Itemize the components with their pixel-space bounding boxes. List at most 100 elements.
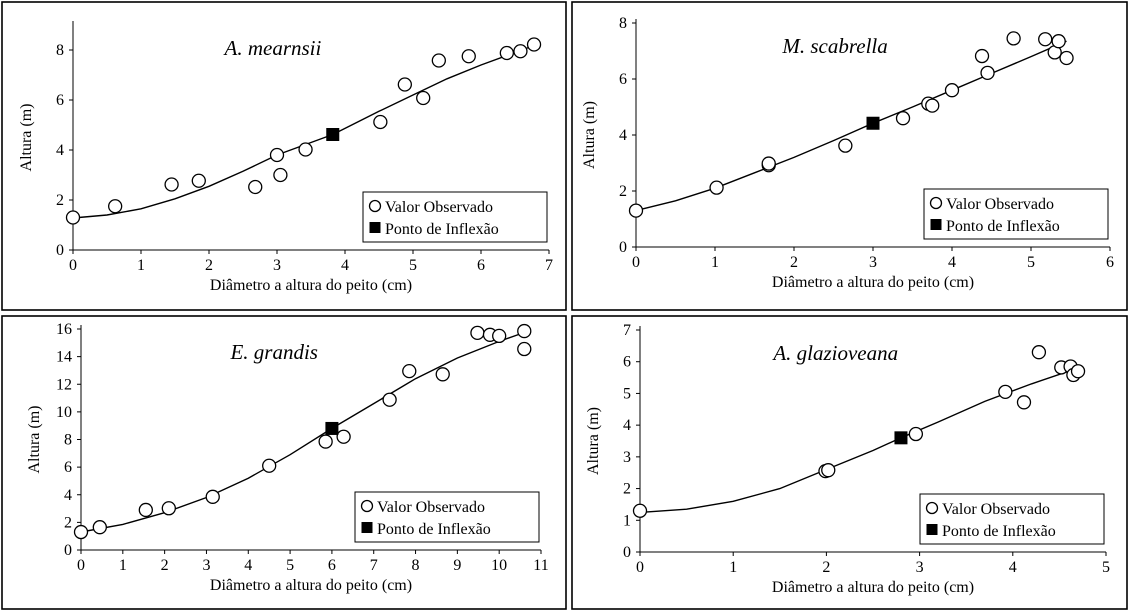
legend-box [919,493,1105,545]
y-tick-label: 12 [56,376,72,393]
y-tick-label: 6 [619,71,627,88]
y-axis-label: Altura (m) [581,101,598,169]
x-tick-label: 4 [341,257,349,274]
observed-point [517,341,532,357]
x-tick-label: 1 [711,254,719,271]
observed-point [761,156,776,171]
legend: Valor Observado Ponto de Inflexão [354,491,540,543]
y-tick-label: 1 [623,512,631,529]
species-title: M. scabrella [781,34,887,58]
y-tick-label: 14 [56,349,72,366]
chart-panel-4: 0 1 2 3 4 5 0 1 2 3 4 5 6 7 Diâmetro a altura do peito… [571,315,1128,610]
x-tick-label: 3 [202,557,210,574]
observed-point [821,463,836,478]
y-tick-label: 2 [56,192,64,209]
observed-point [164,177,179,192]
legend-observed-marker [360,499,374,513]
chart-panel-2: 0 1 2 3 4 5 6 0 2 4 6 8 Diâmetro a altura do peito (… [571,1,1128,311]
legend-observed-marker [929,196,943,210]
legend: Valor Observado Ponto de Inflexão [362,191,548,243]
observed-point [1006,31,1021,46]
y-tick-label: 4 [56,142,64,159]
observed-point [191,173,206,188]
x-tick-label: 4 [948,254,956,271]
y-tick-label: 0 [619,239,627,256]
observed-point [517,323,532,339]
observed-point [980,65,995,80]
x-axis-label: Diâmetro a altura do peito (cm) [210,277,412,294]
x-tick-label: 6 [328,557,336,574]
legend-inflection-label: Ponto de Inflexão [946,218,1060,235]
x-tick-label: 2 [822,559,830,576]
y-tick-label: 10 [56,404,72,421]
observed-point [382,392,397,407]
x-tick-label: 7 [545,257,553,274]
observed-point [470,325,485,341]
observed-point [161,501,176,516]
x-tick-label: 0 [636,559,644,576]
observed-point [73,524,89,540]
y-tick-label: 2 [623,481,631,498]
observed-point [709,180,724,195]
panel-frame [1,315,567,610]
x-tick-label: 9 [453,557,461,574]
observed-point [628,203,644,218]
x-tick-label: 7 [370,557,378,574]
observed-point [1059,50,1074,66]
observed-point [925,98,940,113]
observed-point [65,210,81,225]
x-tick-label: 4 [1009,559,1017,576]
x-tick-label: 5 [1102,559,1110,576]
observed-point [526,37,542,52]
observed-point [1031,345,1047,360]
x-tick-label: 1 [729,559,737,576]
observed-point [1038,32,1053,47]
observed-point [205,489,220,504]
y-tick-label: 2 [619,183,627,200]
observed-point [402,363,417,379]
observed-point [435,367,450,382]
observed-point [513,44,528,59]
fitted-curve [80,331,525,533]
legend-inflection-marker [369,222,381,233]
observed-point [273,167,288,183]
y-tick-label: 4 [623,417,631,434]
y-tick-label: 8 [619,15,627,32]
observed-point [1016,395,1032,410]
observed-point [974,48,990,64]
panel-frame [1,1,567,311]
observed-point [944,83,960,98]
legend: Valor Observado Ponto de Inflexão [923,188,1109,240]
legend-observed-label: Valor Observado [942,501,1050,518]
y-axis-label: Altura (m) [18,104,35,172]
x-tick-label: 0 [69,257,77,274]
y-tick-label: 0 [623,544,631,561]
x-axis-label: Diâmetro a altura do peito (cm) [210,577,412,594]
fitted-curve [639,367,1079,514]
y-tick-label: 4 [619,127,627,144]
x-axis-label: Diâmetro a altura do peito (cm) [772,579,974,596]
y-tick-label: 8 [64,432,72,449]
y-tick-label: 0 [56,242,64,259]
fitted-curve [635,40,1067,212]
legend-box [354,491,540,543]
x-tick-label: 0 [632,254,640,271]
observed-point [318,434,333,449]
y-tick-label: 0 [64,542,72,559]
inflection-point [326,128,340,141]
legend-inflection-label: Ponto de Inflexão [377,521,491,538]
legend-observed-label: Valor Observado [946,196,1054,213]
y-tick-label: 6 [64,459,72,476]
x-tick-label: 6 [1106,254,1114,271]
x-tick-label: 5 [286,557,294,574]
inflection-point [866,116,880,130]
y-tick-label: 6 [623,354,631,371]
fitted-curve [72,44,536,219]
x-tick-label: 4 [244,557,252,574]
x-tick-label: 8 [412,557,420,574]
observed-point [492,328,507,344]
legend-observed-marker [368,199,382,213]
observed-point [269,147,285,163]
y-tick-label: 4 [64,487,72,504]
